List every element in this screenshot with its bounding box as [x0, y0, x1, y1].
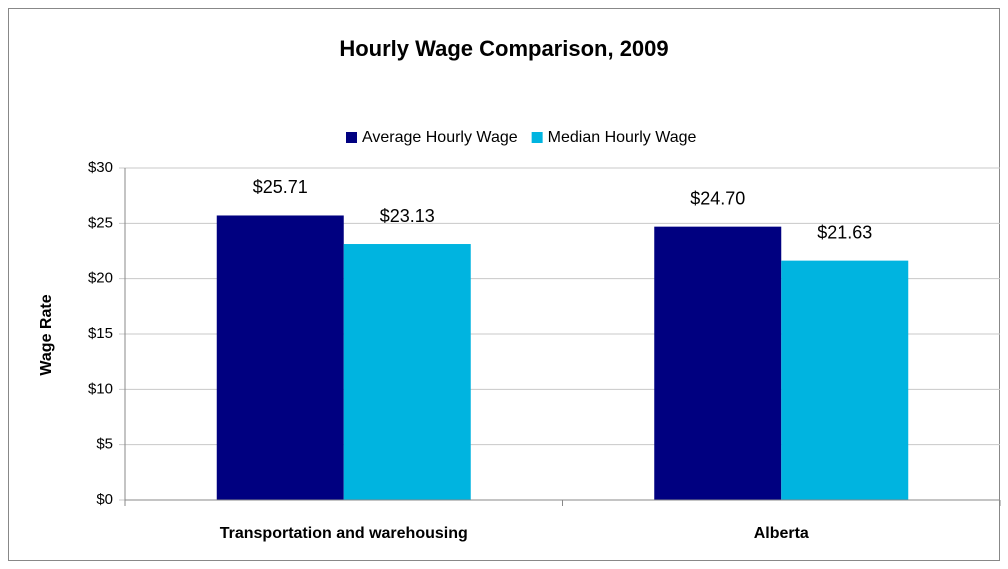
- y-tick-label: $20: [88, 270, 113, 287]
- x-tick-label: Transportation and warehousing: [220, 525, 468, 542]
- legend-swatch: [531, 132, 543, 143]
- y-tick-label: $30: [88, 159, 113, 176]
- y-tick-label: $5: [96, 436, 113, 453]
- bar: [343, 244, 471, 500]
- y-tick-label: $15: [88, 325, 113, 342]
- legend-label: Average Hourly Wage: [362, 129, 518, 146]
- bar: [781, 260, 909, 500]
- value-label: $24.70: [690, 188, 745, 208]
- y-axis-label: Wage Rate: [38, 294, 55, 375]
- value-label: $23.13: [380, 206, 435, 226]
- value-label: $25.71: [253, 177, 308, 197]
- value-label: $21.63: [817, 222, 872, 242]
- x-tick-label: Alberta: [754, 525, 809, 542]
- bar: [654, 226, 782, 501]
- chart-title: Hourly Wage Comparison, 2009: [339, 36, 668, 61]
- legend-swatch: [346, 132, 357, 143]
- bar: [216, 215, 344, 500]
- y-tick-label: $0: [96, 491, 113, 508]
- legend-label: Median Hourly Wage: [548, 129, 697, 146]
- y-tick-label: $25: [88, 214, 113, 231]
- y-tick-label: $10: [88, 380, 113, 397]
